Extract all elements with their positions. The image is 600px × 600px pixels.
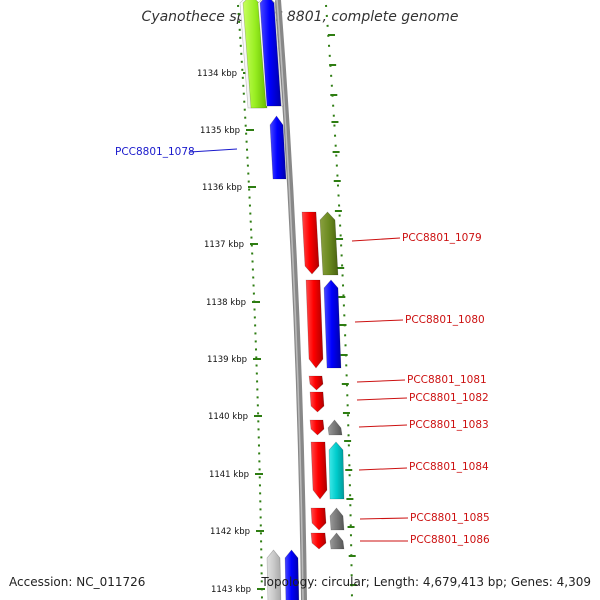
gene-label[interactable]: PCC8801_1086 [410, 534, 490, 546]
gene-label-leader [358, 424, 408, 428]
gene-label[interactable]: PCC8801_1084 [409, 461, 489, 473]
gene-pcc8801-1084-cyan [328, 441, 345, 500]
map-title: Cyanothece sp. PCC 8801, complete genome [141, 9, 459, 25]
gene-label-leader [358, 467, 408, 471]
gene-pcc8801-1080-red [305, 279, 324, 369]
gene-pcc8801-1080-blue [323, 279, 342, 369]
gene-pcc8801-1086-grey [329, 532, 345, 550]
gene-pcc8801-1078 [269, 115, 287, 180]
gene-label[interactable]: PCC8801_1080 [405, 314, 485, 326]
ruler-tick-label: 1134 kbp [197, 69, 237, 79]
ruler-tick-label: 1141 kbp [209, 470, 249, 480]
gene-lime-top [242, 0, 268, 109]
gene-label-leader [356, 379, 406, 383]
ruler-tick-label: 1139 kbp [207, 355, 247, 365]
gene-label-leader [189, 148, 238, 153]
gene-lightgrey-bottom [266, 549, 282, 600]
gene-label[interactable]: PCC8801_1085 [410, 512, 490, 524]
gene-label[interactable]: PCC8801_1083 [409, 419, 489, 431]
accession-text: Accession: NC_011726 [9, 575, 146, 589]
gene-pcc8801-1079-olive [319, 211, 339, 276]
gene-pcc8801-1082 [309, 391, 325, 413]
ruler-tick-label: 1143 kbp [211, 585, 251, 595]
gene-label[interactable]: PCC8801_1082 [409, 392, 489, 404]
gene-pcc8801-1085-grey [329, 507, 345, 531]
gene-label[interactable]: PCC8801_1078 [115, 146, 195, 158]
ruler-layer: 1134 kbp 1135 kbp 1136 kbp 1137 kbp 1138 kbp… [197, 34, 357, 595]
gene-pcc8801-1084-red [310, 441, 328, 500]
gene-layer [239, 0, 345, 600]
gene-pcc8801-1086-red [310, 532, 327, 550]
gene-pcc8801-1081 [308, 375, 324, 391]
gene-label[interactable]: PCC8801_1081 [407, 374, 487, 386]
gene-pcc8801-1085-red [310, 507, 327, 531]
ruler-tick-label: 1136 kbp [202, 183, 242, 193]
ruler-tick-label: 1140 kbp [208, 412, 248, 422]
gene-label[interactable]: PCC8801_1079 [402, 232, 482, 244]
ruler-tick-label: 1135 kbp [200, 126, 240, 136]
gene-label-leader [359, 517, 409, 520]
genome-summary-text: Topology: circular; Length: 4,679,413 bp… [261, 575, 591, 589]
genome-backbone-highlight [276, 0, 304, 600]
gene-pcc8801-1083-grey [327, 419, 343, 436]
ruler-tick-label: 1137 kbp [204, 240, 244, 250]
ruler-tick-label: 1138 kbp [206, 298, 246, 308]
gene-blue-bottom [284, 549, 300, 600]
genome-backbone [275, 0, 307, 600]
label-layer: PCC8801_1078 PCC8801_1079 PCC8801_1080 PCC8… [115, 146, 490, 546]
gene-pcc8801-1079-red [301, 211, 320, 275]
gene-label-leader [354, 319, 404, 323]
ruler-dotted-line-inner [237, 4, 263, 600]
gene-label-leader [351, 237, 401, 242]
gene-pcc8801-1083-red [309, 419, 325, 436]
gene-label-leader [356, 397, 408, 401]
gene-blue-top [259, 0, 282, 107]
ruler-tick-label: 1142 kbp [210, 527, 250, 537]
